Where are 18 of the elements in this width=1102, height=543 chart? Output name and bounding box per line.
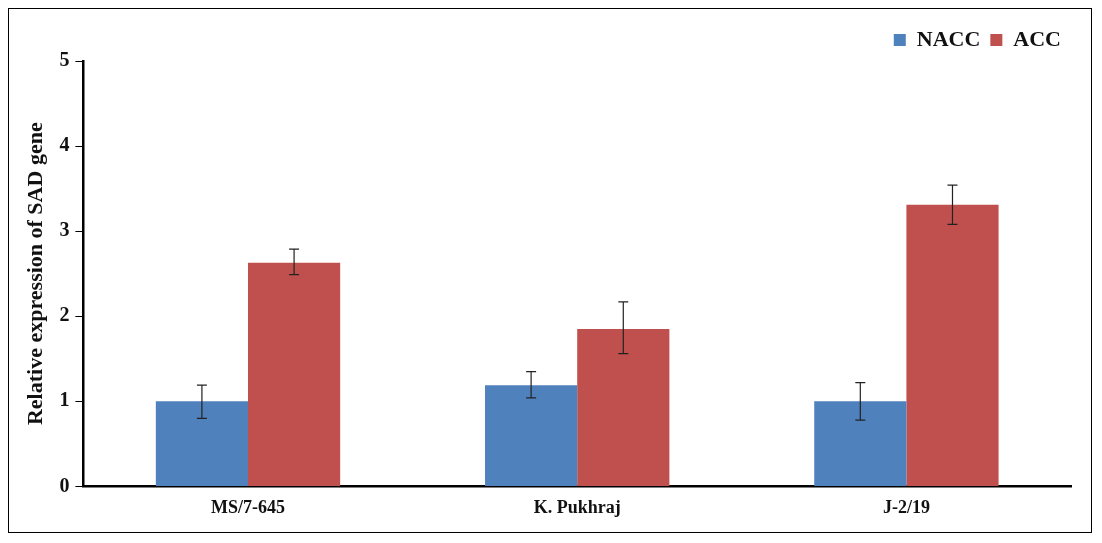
bar [248, 262, 341, 486]
bar [155, 401, 248, 486]
legend-label: ACC [1013, 25, 1062, 51]
bar [577, 329, 670, 486]
bar [906, 204, 999, 486]
y-tick-label: 4 [59, 133, 70, 156]
y-axis-title: Relative expression of SAD gene [21, 122, 47, 426]
x-tick-label: K. Pukhraj [533, 496, 621, 517]
y-tick-label: 0 [59, 473, 70, 496]
x-tick-label: MS/7-645 [211, 496, 285, 517]
y-tick-label: 2 [59, 303, 70, 326]
legend-label: NACC [916, 25, 981, 51]
bar [485, 385, 578, 486]
y-tick-label: 5 [59, 48, 70, 71]
y-tick-label: 3 [59, 218, 70, 241]
x-tick-label: J-2/19 [882, 496, 930, 517]
y-tick-label: 1 [59, 388, 70, 411]
bar [814, 401, 907, 486]
